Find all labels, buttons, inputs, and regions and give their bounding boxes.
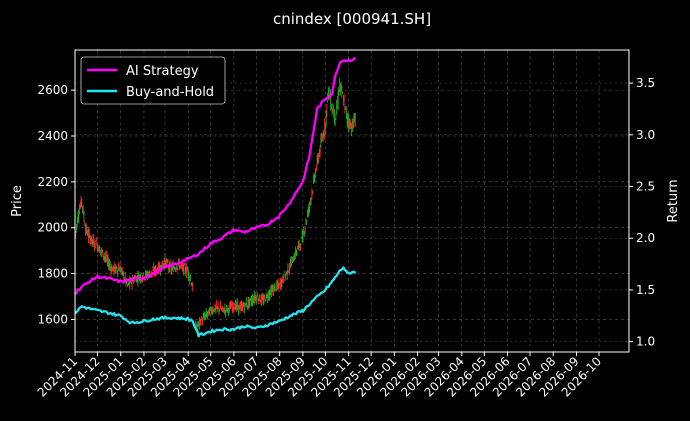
y-tick-label: 2000 xyxy=(37,221,68,235)
y-tick-label: 1800 xyxy=(37,267,68,281)
y2-tick-label: 2.0 xyxy=(636,231,655,245)
y-tick-label: 2400 xyxy=(37,129,68,143)
legend-label-ai-strategy: AI Strategy xyxy=(126,64,199,79)
plot-frame xyxy=(74,49,630,353)
y-tick-label: 2200 xyxy=(37,175,68,189)
y2-tick-label: 2.5 xyxy=(636,180,655,194)
legend-label-buy-and-hold: Buy-and-Hold xyxy=(126,85,214,100)
y-tick-label: 2600 xyxy=(37,83,68,97)
y-tick-label: 1600 xyxy=(37,312,68,326)
y-axis-title: Price xyxy=(10,185,25,217)
return-series xyxy=(74,57,357,338)
series-line-ai-strategy xyxy=(74,57,357,295)
y2-tick-label: 3.0 xyxy=(636,128,655,142)
y2-tick-label: 1.0 xyxy=(636,335,655,349)
y2-tick-label: 1.5 xyxy=(636,283,655,297)
y2-tick-label: 3.5 xyxy=(636,76,655,90)
chart-title: cnindex [000941.SH] xyxy=(273,10,431,28)
series-line-buy-and-hold xyxy=(74,266,357,338)
y2-axis-title: Return xyxy=(666,179,681,222)
legend: AI Strategy Buy-and-Hold xyxy=(80,56,226,105)
